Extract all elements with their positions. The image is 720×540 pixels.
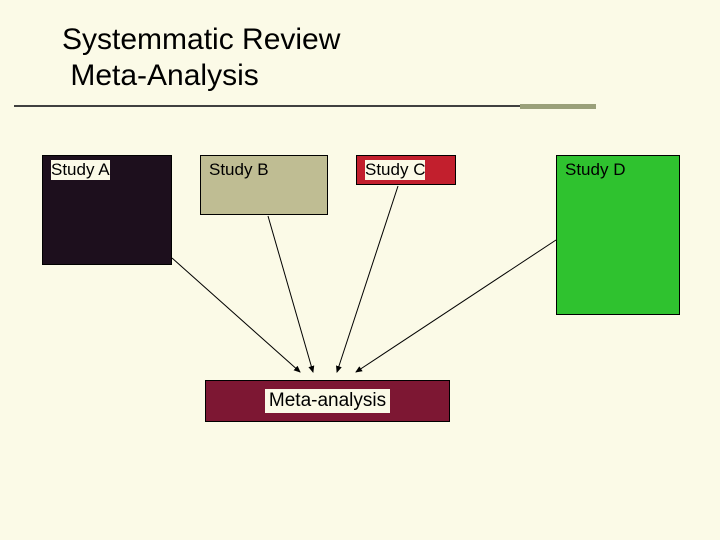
study-a-label: Study A xyxy=(51,160,110,180)
study-d-box: Study D xyxy=(556,155,680,315)
title-block: Systemmatic Review Meta-Analysis xyxy=(62,22,340,94)
arrow-study-d xyxy=(356,240,556,372)
title-underline-accent xyxy=(520,104,596,109)
meta-analysis-box: Meta-analysis xyxy=(205,380,450,422)
study-c-box: Study C xyxy=(356,155,456,185)
study-d-label: Study D xyxy=(565,160,625,180)
title-line-1: Systemmatic Review xyxy=(62,22,340,58)
meta-analysis-label: Meta-analysis xyxy=(265,389,390,413)
study-a-box: Study A xyxy=(42,155,172,265)
arrow-study-c xyxy=(337,186,398,372)
study-c-label: Study C xyxy=(365,160,425,180)
arrow-study-a xyxy=(172,258,300,372)
study-b-label: Study B xyxy=(209,160,269,180)
slide: Systemmatic Review Meta-Analysis Study A… xyxy=(0,0,720,540)
study-b-box: Study B xyxy=(200,155,328,215)
title-underline xyxy=(14,105,520,107)
arrow-study-b xyxy=(268,216,313,372)
title-line-2: Meta-Analysis xyxy=(62,58,340,94)
